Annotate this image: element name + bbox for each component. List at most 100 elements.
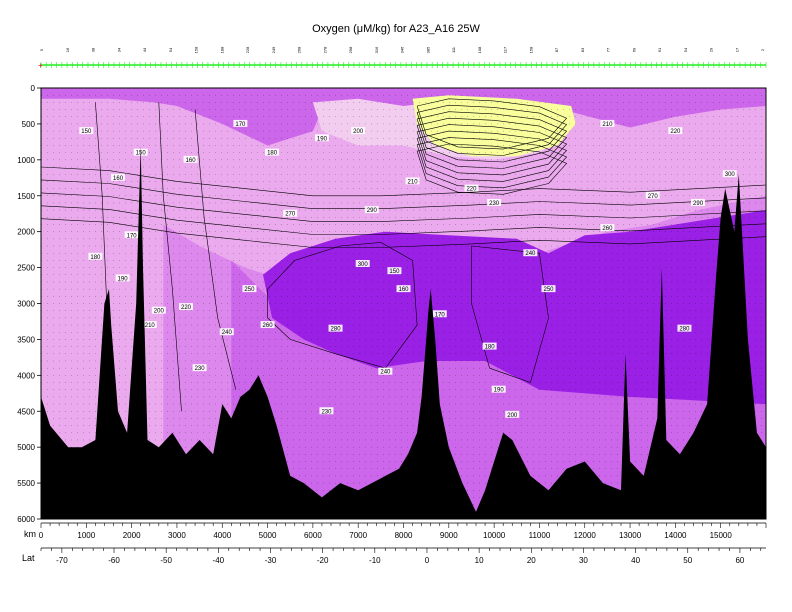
latitude-tick-label: -60 xyxy=(108,556,120,565)
latitude-tick-label: -10 xyxy=(369,556,381,565)
station-label: 2 xyxy=(760,48,765,51)
station-label: 158 xyxy=(528,46,533,53)
svg-text:170: 170 xyxy=(435,312,446,318)
svg-text:260: 260 xyxy=(263,323,274,329)
contour-label: 180 xyxy=(482,342,497,351)
svg-text:180: 180 xyxy=(485,345,496,351)
svg-text:230: 230 xyxy=(489,201,500,207)
svg-text:250: 250 xyxy=(543,287,554,293)
contour-label: 220 xyxy=(464,184,479,193)
svg-text:200: 200 xyxy=(507,413,518,419)
contour-horizontal xyxy=(41,218,766,248)
contour-label: 260 xyxy=(600,224,615,232)
svg-text:190: 190 xyxy=(494,388,505,394)
depth-tick-label: 1000 xyxy=(17,156,35,165)
svg-text:300: 300 xyxy=(725,172,736,178)
svg-text:150: 150 xyxy=(389,269,400,275)
svg-text:220: 220 xyxy=(670,129,681,135)
svg-text:240: 240 xyxy=(380,370,391,376)
contour-label: 150 xyxy=(387,267,402,275)
contour-label: 180 xyxy=(88,252,103,261)
station-label: 77 xyxy=(606,47,611,52)
latitude-tick-label: 40 xyxy=(631,556,640,565)
distance-tick-label: 15000 xyxy=(710,531,733,540)
latitude-axis: -70 -60 -50 -40 -30 -20 -10 0 10 20 30 40 50 60 xyxy=(40,547,766,565)
contour-label: 210 xyxy=(405,177,420,185)
station-label: 69 xyxy=(631,47,636,52)
distance-tick-label: 9000 xyxy=(440,531,458,540)
svg-text:190: 190 xyxy=(118,276,129,282)
svg-text:160: 160 xyxy=(398,287,409,293)
station-label: 34 xyxy=(116,47,121,52)
svg-text:150: 150 xyxy=(136,151,147,157)
contour-label: 250 xyxy=(541,285,556,293)
station-label: 61 xyxy=(657,47,662,52)
depth-tick-label: 5000 xyxy=(17,443,35,452)
contour-ring xyxy=(416,143,568,195)
contour-label: 190 xyxy=(491,385,506,394)
station-labels: 5 16 38 34 44 54 158 188 228 249 268 278 298 316 346 38… xyxy=(39,46,765,53)
station-label: 5 xyxy=(39,48,44,51)
contour-label: 250 xyxy=(242,285,257,293)
contour-lines xyxy=(41,98,766,412)
contour-label: 160 xyxy=(111,173,126,182)
latitude-tick-label: 50 xyxy=(683,556,692,565)
depth-tick-label: 3000 xyxy=(17,300,35,309)
svg-text:280: 280 xyxy=(331,327,342,333)
oxygen-band-thermocline xyxy=(41,88,766,146)
contour-label: 200 xyxy=(351,127,366,135)
svg-text:200: 200 xyxy=(353,129,364,135)
depth-axis: 0 500 1000 1500 2000 2500 3000 3500 4000 4500 5000… xyxy=(17,84,41,524)
latitude-tick-label: 10 xyxy=(475,556,484,565)
depth-tick-label: 5500 xyxy=(17,479,35,488)
contour-label: 220 xyxy=(179,303,193,311)
contour-label: 300 xyxy=(722,170,737,178)
contour-label: 290 xyxy=(691,198,706,207)
svg-text:220: 220 xyxy=(466,187,477,193)
station-label: 16 xyxy=(65,47,70,52)
contour-closed xyxy=(471,245,549,383)
svg-text:210: 210 xyxy=(408,179,419,185)
distance-tick-label: 5000 xyxy=(259,531,277,540)
contour-label: 240 xyxy=(219,328,234,336)
latitude-tick-label: -50 xyxy=(160,556,172,565)
station-start-marker: + xyxy=(38,61,43,70)
depth-tick-label: 2500 xyxy=(17,264,35,273)
distance-tick-label: 3000 xyxy=(168,531,186,540)
oxygen-band-min xyxy=(263,210,766,405)
svg-text:270: 270 xyxy=(285,212,296,218)
station-strip: 5 16 38 34 44 54 158 188 228 249 268 278 298 316 346 38… xyxy=(38,46,767,70)
distance-tick-label: 1000 xyxy=(77,531,95,540)
svg-text:300: 300 xyxy=(358,262,369,268)
latitude-axis-label: Lat xyxy=(22,553,35,563)
svg-text:260: 260 xyxy=(602,226,613,232)
station-label: 298 xyxy=(348,46,353,53)
contour-label: 200 xyxy=(505,410,520,419)
latitude-tick-label: 20 xyxy=(527,556,536,565)
depth-tick-label: 4000 xyxy=(17,371,35,380)
distance-tick-label: 11000 xyxy=(529,531,551,540)
svg-text:290: 290 xyxy=(367,208,378,214)
station-label: 249 xyxy=(271,46,276,53)
station-label: 188 xyxy=(219,46,224,53)
contour-horizontal xyxy=(41,166,766,197)
distance-tick-label: 0 xyxy=(39,531,44,540)
depth-tick-label: 6000 xyxy=(17,515,35,524)
contour-ring xyxy=(416,98,568,150)
oxygen-band-peak xyxy=(412,95,576,157)
station-label: 54 xyxy=(683,47,688,52)
svg-text:200: 200 xyxy=(154,309,165,315)
distance-tick-label: 4000 xyxy=(213,531,231,540)
contour-label: 280 xyxy=(677,324,692,333)
contour-ring xyxy=(416,104,568,156)
depth-tick-label: 3500 xyxy=(17,335,35,344)
station-label: 38 xyxy=(91,47,96,52)
contour-label: 170 xyxy=(124,231,139,239)
contour-label: 260 xyxy=(260,321,275,329)
distance-tick-label: 14000 xyxy=(664,531,687,540)
depth-tick-label: 0 xyxy=(31,84,36,93)
station-label: 385 xyxy=(425,46,430,53)
latitude-tick-label: -70 xyxy=(56,556,68,565)
contour-horizontal xyxy=(41,179,766,209)
